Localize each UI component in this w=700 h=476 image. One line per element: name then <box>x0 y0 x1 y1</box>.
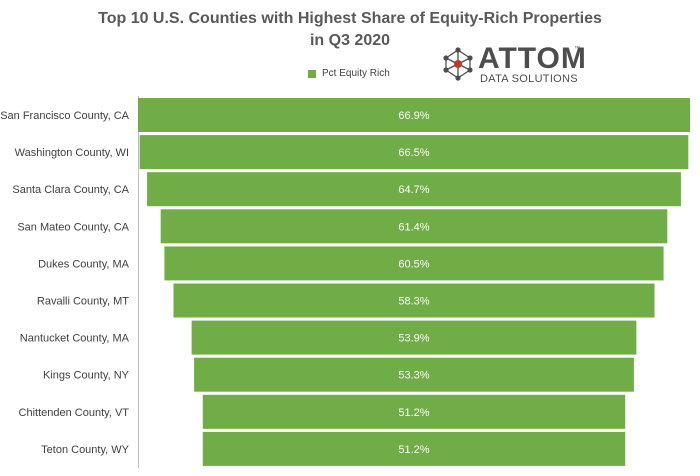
category-axis-line <box>138 96 139 468</box>
chart-title-line-1: Top 10 U.S. Counties with Highest Share … <box>98 10 602 27</box>
logo-trademark: ™ <box>574 46 580 52</box>
bar-8 <box>202 394 626 429</box>
data-label-4: 60.5% <box>398 258 429 270</box>
bar-4 <box>164 246 664 281</box>
legend-label: Pct Equity Rich <box>322 68 390 79</box>
molecule-icon <box>443 47 473 81</box>
category-label-3: San Mateo County, CA <box>17 221 129 233</box>
data-label-8: 51.2% <box>398 407 429 419</box>
category-label-5: Ravalli County, MT <box>37 296 129 308</box>
category-label-9: Teton County, WY <box>41 444 129 456</box>
category-label-2: Santa Clara County, CA <box>12 184 129 196</box>
bar-0 <box>138 98 690 132</box>
bar-9 <box>202 431 626 466</box>
chart-title-line-2: in Q3 2020 <box>309 32 391 49</box>
data-label-9: 51.2% <box>398 444 429 456</box>
logo-subtitle: DATA SOLUTIONS <box>480 73 578 85</box>
chart-title: Top 10 U.S. Counties with Highest Share … <box>70 8 630 52</box>
category-label-0: San Francisco County, CA <box>0 110 129 122</box>
bar-7 <box>194 357 634 392</box>
bar-5 <box>173 283 655 318</box>
data-label-3: 61.4% <box>398 221 429 233</box>
category-label-8: Chittenden County, VT <box>19 407 130 419</box>
category-label-7: Kings County, NY <box>43 370 130 382</box>
category-label-1: Washington County, WI <box>15 147 129 159</box>
data-label-6: 53.9% <box>398 333 429 345</box>
bar-1 <box>139 135 689 170</box>
attom-logo: ATTOM ™ DATA SOLUTIONS <box>440 44 590 88</box>
logo-brand-text: ATTOM <box>478 42 587 75</box>
bar-2 <box>147 172 681 207</box>
data-label-5: 58.3% <box>398 296 429 308</box>
legend-swatch <box>308 69 316 78</box>
data-label-0: 66.9% <box>398 110 429 122</box>
category-label-6: Nantucket County, MA <box>20 333 130 345</box>
legend: Pct Equity Rich <box>308 68 390 79</box>
data-label-1: 66.5% <box>398 147 429 159</box>
category-label-4: Dukes County, MA <box>38 258 130 270</box>
data-label-7: 53.3% <box>398 370 429 382</box>
bar-6 <box>191 320 637 355</box>
bar-3 <box>160 209 668 244</box>
data-label-2: 64.7% <box>398 184 429 196</box>
